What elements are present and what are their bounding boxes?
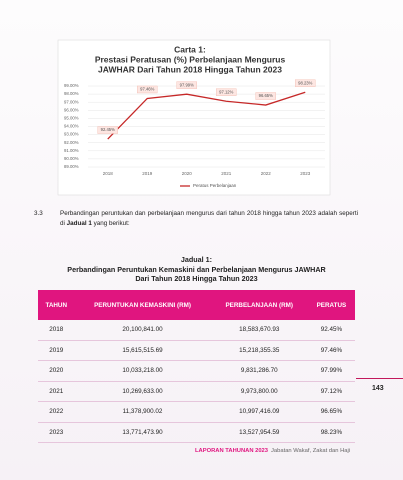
cell: 97.46% [307, 340, 355, 361]
y-tick-label: 93.00% [64, 132, 79, 137]
section-number: 3.3 [34, 210, 43, 217]
cell: 2020 [38, 360, 75, 382]
cell: 92.45% [307, 320, 355, 341]
label-box [176, 81, 197, 89]
department: Jabatan Wakaf, Zakat dan Haji [271, 448, 351, 454]
cell: 9,973,800.00 [210, 381, 308, 402]
header-cell: TAHUN [38, 290, 75, 320]
cell: 2022 [38, 401, 75, 423]
y-tick-label: 90.00% [64, 156, 79, 161]
cell: 97.99% [307, 360, 355, 382]
row: 2019 15,615,515.69 15,218,355.35 97.46% [38, 340, 355, 361]
row: 2018 20,100,841.00 18,583,670.93 92.45% [38, 320, 355, 341]
cell: 10,269,633.00 [74, 381, 211, 402]
chart-frame [57, 39, 331, 196]
header-cell: PERBELANJAAN (RM) [210, 290, 308, 320]
caption-line: Jadual 1: [180, 255, 213, 264]
table: TAHUN PERUNTUKAN KEMASKINI (RM) PERBELANJA… [38, 290, 355, 443]
cell: 2021 [38, 381, 75, 402]
cell: 10,033,218.00 [74, 360, 211, 382]
x-tick-label: 2022 [261, 171, 272, 176]
y-tick-label: 95.00% [64, 116, 79, 121]
caption-line: Dari Tahun 2018 Hingga Tahun 2023 [135, 274, 258, 283]
label-box [216, 88, 237, 96]
chart-title: Carta 1: [174, 44, 206, 54]
header-row: TAHUN PERUNTUKAN KEMASKINI (RM) PERBELANJA… [38, 290, 355, 320]
line [107, 91, 306, 140]
chart-title: Prestasi Peratusan (%) Perbelanjaan Meng… [95, 54, 286, 64]
y-tick-label: 92.00% [64, 140, 79, 145]
data-label: 97.99% [180, 82, 194, 87]
cell: 97.12% [307, 381, 355, 402]
cell: 2019 [38, 340, 75, 361]
x-tick-label: 2018 [103, 171, 114, 176]
y-tick-label: 98.00% [64, 91, 79, 96]
cell: 18,583,670.93 [210, 320, 308, 341]
x-tick-label: 2019 [142, 171, 153, 176]
chart-title: JAWHAR Dari Tahun 2018 Hingga Tahun 2023 [98, 64, 282, 74]
text-bold: Jadual 1 [66, 220, 92, 227]
cell: 2023 [38, 422, 75, 443]
chart: Carta 1:Prestasi Peratusan (%) Perbelanj… [57, 39, 331, 196]
header-cell: PERATUS [307, 290, 355, 320]
x-tick-label: 2023 [300, 171, 311, 176]
table-caption: Jadual 1: Perbandingan Peruntukan Kemask… [38, 255, 355, 284]
y-tick-label: 97.00% [64, 99, 79, 104]
cell: 13,527,954.59 [210, 422, 308, 443]
cell: 2018 [38, 320, 75, 341]
data-label: 96.65% [259, 93, 273, 98]
cell: 96.65% [307, 401, 355, 423]
data-label: 92.45% [101, 127, 115, 132]
data-label: 98.23% [298, 80, 312, 85]
x-tick-label: 2020 [182, 171, 193, 176]
label-box [295, 79, 316, 87]
cell: 13,771,473.90 [74, 422, 211, 443]
row: 2023 13,771,473.90 13,527,954.59 98.23% [38, 422, 355, 443]
cell: 98.23% [307, 422, 355, 443]
row: 2021 10,269,633.00 9,973,800.00 97.12% [38, 381, 355, 402]
cell: 15,615,515.69 [74, 340, 211, 361]
cell: 15,218,355.35 [210, 340, 308, 361]
label-box [97, 126, 118, 134]
text: Perbandingan peruntukan dan perbelanjaan… [60, 210, 358, 227]
legend-label: Peratus Perbelanjaan [193, 183, 237, 188]
cell: 9,831,286.70 [210, 360, 308, 382]
section-text: Perbandingan peruntukan dan perbelanjaan… [60, 209, 358, 229]
cell: 11,378,900.02 [74, 401, 211, 423]
cell: 10,997,416.09 [210, 401, 308, 423]
label-box [255, 92, 276, 100]
label-box [137, 85, 158, 94]
report-name: LAPORAN TAHUNAN 2023 [195, 448, 269, 454]
data-label: 97.12% [219, 89, 233, 94]
y-tick-label: 96.00% [64, 107, 79, 112]
page-number: 143 [372, 385, 384, 392]
data-label: 97.46% [140, 87, 154, 92]
row: 2020 10,033,218.00 9,831,286.70 97.99% [38, 360, 355, 382]
section: 3.3 Perbandingan peruntukan dan perbelan… [34, 209, 358, 229]
caption-line: Perbandingan Peruntukan Kemaskini dan Pe… [67, 264, 326, 274]
y-tick-label: 89.00% [64, 164, 79, 169]
footer: LAPORAN TAHUNAN 2023 Jabatan Wakaf, Zakat… [195, 448, 350, 454]
rule [356, 378, 403, 379]
row: 2022 11,378,900.02 10,997,416.09 96.65% [38, 401, 355, 423]
text: yang berikut: [93, 220, 130, 227]
cell: 20,100,841.00 [74, 320, 211, 341]
y-tick-label: 94.00% [64, 124, 79, 129]
x-tick-label: 2021 [221, 171, 232, 176]
y-tick-label: 99.00% [64, 83, 79, 88]
y-tick-label: 91.00% [64, 148, 79, 153]
header-cell: PERUNTUKAN KEMASKINI (RM) [74, 290, 211, 320]
